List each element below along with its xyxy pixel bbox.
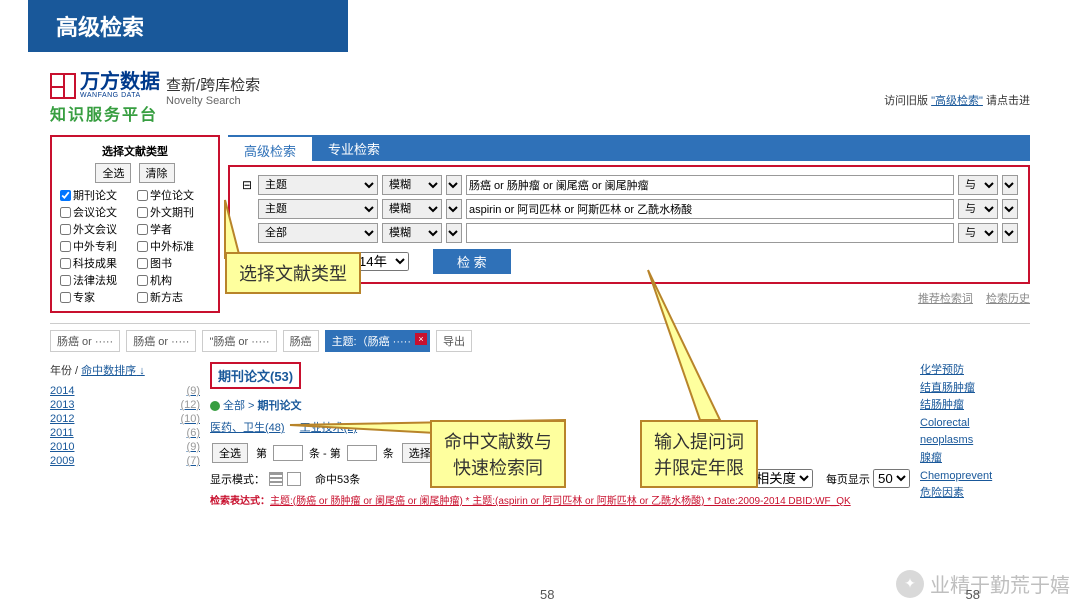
grid-mode-icon[interactable] <box>287 472 301 486</box>
year-row[interactable]: 2014(9) <box>50 384 200 398</box>
novelty-en: Novelty Search <box>166 95 260 107</box>
logo-sub: 知识服务平台 <box>50 101 160 125</box>
wechat-icon: ✦ <box>896 570 924 598</box>
field-select[interactable]: 主题 <box>258 175 378 195</box>
filter-tech[interactable]: 工业技术(2) <box>300 422 357 434</box>
year-row[interactable]: 2011(6) <box>50 426 200 440</box>
tag-item[interactable]: 肠癌 or ····· <box>50 330 120 352</box>
doc-type-panel: 选择文献类型 全选 清除 期刊论文 学位论文 会议论文 外文期刊 外文会议 学者… <box>50 135 220 313</box>
result-count-title: 期刊论文(53) <box>210 362 301 389</box>
tag-item[interactable]: 导出 <box>436 330 472 352</box>
doctype-科技成果[interactable]: 科技成果 <box>60 255 133 271</box>
op-select[interactable]: 与 <box>958 175 998 195</box>
logo-en: WANFANG DATA <box>80 92 160 99</box>
doctype-学者[interactable]: 学者 <box>137 221 210 237</box>
tab-bar: 高级检索 专业检索 <box>228 135 1030 161</box>
query-input[interactable] <box>466 175 954 195</box>
search-row: 全部模糊 与 <box>240 223 1018 243</box>
logo-block: 万方数据 WANFANG DATA 知识服务平台 查新/跨库检索 Novelty… <box>50 72 260 125</box>
callout-doctype: 选择文献类型 <box>225 252 361 294</box>
sort-hits-link[interactable]: 命中数排序 ↓ <box>81 365 145 377</box>
doctype-外文期刊[interactable]: 外文期刊 <box>137 204 210 220</box>
search-row: ⊟主题模糊与 <box>240 175 1018 195</box>
logo-cn: 万方数据 <box>80 72 160 92</box>
op-select[interactable]: 与 <box>958 223 998 243</box>
query-input[interactable] <box>466 199 954 219</box>
suggest-link[interactable]: 推荐检索词 <box>918 293 973 305</box>
page-number: 58 <box>540 587 554 602</box>
year-row[interactable]: 2010(9) <box>50 440 200 454</box>
wanfang-logo-icon <box>50 73 76 99</box>
doctype-期刊论文[interactable]: 期刊论文 <box>60 187 133 203</box>
doctype-外文会议[interactable]: 外文会议 <box>60 221 133 237</box>
callout-query: 输入提问词 并限定年限 <box>640 420 758 488</box>
doctype-机构[interactable]: 机构 <box>137 272 210 288</box>
doctype-学位论文[interactable]: 学位论文 <box>137 187 210 203</box>
fuzzy-select[interactable]: 模糊 <box>382 175 442 195</box>
tag-item[interactable]: 主题:（肠癌 ·····× <box>325 330 430 352</box>
year-row[interactable]: 2009(7) <box>50 454 200 468</box>
doctype-图书[interactable]: 图书 <box>137 255 210 271</box>
doctype-新方志[interactable]: 新方志 <box>137 289 210 305</box>
select-all-button[interactable]: 全选 <box>95 163 131 183</box>
breadcrumb: 全部 > 期刊论文 <box>210 397 910 413</box>
search-button[interactable]: 检 索 <box>433 249 511 274</box>
watermark: ✦ 业精于勤荒于嬉 <box>896 569 1070 598</box>
search-row: 主题模糊 与 <box>240 199 1018 219</box>
op-select[interactable]: 与 <box>958 199 998 219</box>
related-term[interactable]: 危险因素 <box>920 485 1030 503</box>
fuzzy-select[interactable]: 模糊 <box>382 223 442 243</box>
extra-select[interactable] <box>446 199 462 219</box>
doctype-中外专利[interactable]: 中外专利 <box>60 238 133 254</box>
old-version-link[interactable]: 访问旧版 "高级检索" 请点击进 <box>884 92 1030 108</box>
tag-strip: 肠癌 or ····· 肠癌 or ····· "肠癌 or ····· 肠癌主题:（… <box>50 323 1030 352</box>
from-input[interactable] <box>273 445 303 461</box>
search-expression: 检索表达式：主题:(肠癌 or 肠肿瘤 or 阑尾癌 or 阑尾肿瘤) * 主题… <box>210 492 910 507</box>
fuzzy-select[interactable]: 模糊 <box>382 199 442 219</box>
field-select[interactable]: 全部 <box>258 223 378 243</box>
clear-button[interactable]: 清除 <box>139 163 175 183</box>
tail-select[interactable] <box>1002 223 1018 243</box>
callout-hits: 命中文献数与 快速检索同 <box>430 420 566 488</box>
tail-select[interactable] <box>1002 175 1018 195</box>
year-row[interactable]: 2013(12) <box>50 398 200 412</box>
select-all-results[interactable]: 全选 <box>212 443 248 463</box>
slide-title: 高级检索 <box>28 0 348 52</box>
related-terms: 化学预防结直肠肿瘤结肠肿瘤Colorectalneoplasms腺瘤Chemop… <box>920 362 1030 507</box>
tab-advanced[interactable]: 高级检索 <box>228 135 312 161</box>
extra-select[interactable] <box>446 175 462 195</box>
year-facet: 年份 / 命中数排序 ↓ 2014(9)2013(12)2012(10)2011… <box>50 362 200 507</box>
query-input[interactable] <box>466 223 954 243</box>
doctype-专家[interactable]: 专家 <box>60 289 133 305</box>
perpage-select[interactable]: 50 <box>873 469 910 488</box>
to-input[interactable] <box>347 445 377 461</box>
tag-item[interactable]: 肠癌 or ····· <box>126 330 196 352</box>
doctype-中外标准[interactable]: 中外标准 <box>137 238 210 254</box>
related-term[interactable]: neoplasms <box>920 432 1030 450</box>
doctype-会议论文[interactable]: 会议论文 <box>60 204 133 220</box>
tag-item[interactable]: "肠癌 or ····· <box>202 330 276 352</box>
tab-pro[interactable]: 专业检索 <box>312 135 396 161</box>
tail-select[interactable] <box>1002 199 1018 219</box>
close-icon[interactable]: × <box>415 333 427 345</box>
sort-select[interactable]: 相关度 <box>751 469 813 488</box>
doctype-法律法规[interactable]: 法律法规 <box>60 272 133 288</box>
related-term[interactable]: 化学预防 <box>920 362 1030 380</box>
history-link[interactable]: 检索历史 <box>986 293 1030 305</box>
field-select[interactable]: 主题 <box>258 199 378 219</box>
page-number-2: 58 <box>966 587 980 602</box>
related-term[interactable]: 腺瘤 <box>920 450 1030 468</box>
related-term[interactable]: Chemoprevent <box>920 468 1030 486</box>
tag-item[interactable]: 肠癌 <box>283 330 319 352</box>
related-term[interactable]: 结直肠肿瘤 <box>920 380 1030 398</box>
list-mode-icon[interactable] <box>269 472 283 486</box>
related-term[interactable]: Colorectal <box>920 415 1030 433</box>
filter-medicine[interactable]: 医药、卫生(48) <box>210 422 285 434</box>
doc-type-title: 选择文献类型 <box>60 143 210 159</box>
novelty-cn: 查新/跨库检索 <box>166 74 260 95</box>
related-term[interactable]: 结肠肿瘤 <box>920 397 1030 415</box>
extra-select[interactable] <box>446 223 462 243</box>
year-row[interactable]: 2012(10) <box>50 412 200 426</box>
